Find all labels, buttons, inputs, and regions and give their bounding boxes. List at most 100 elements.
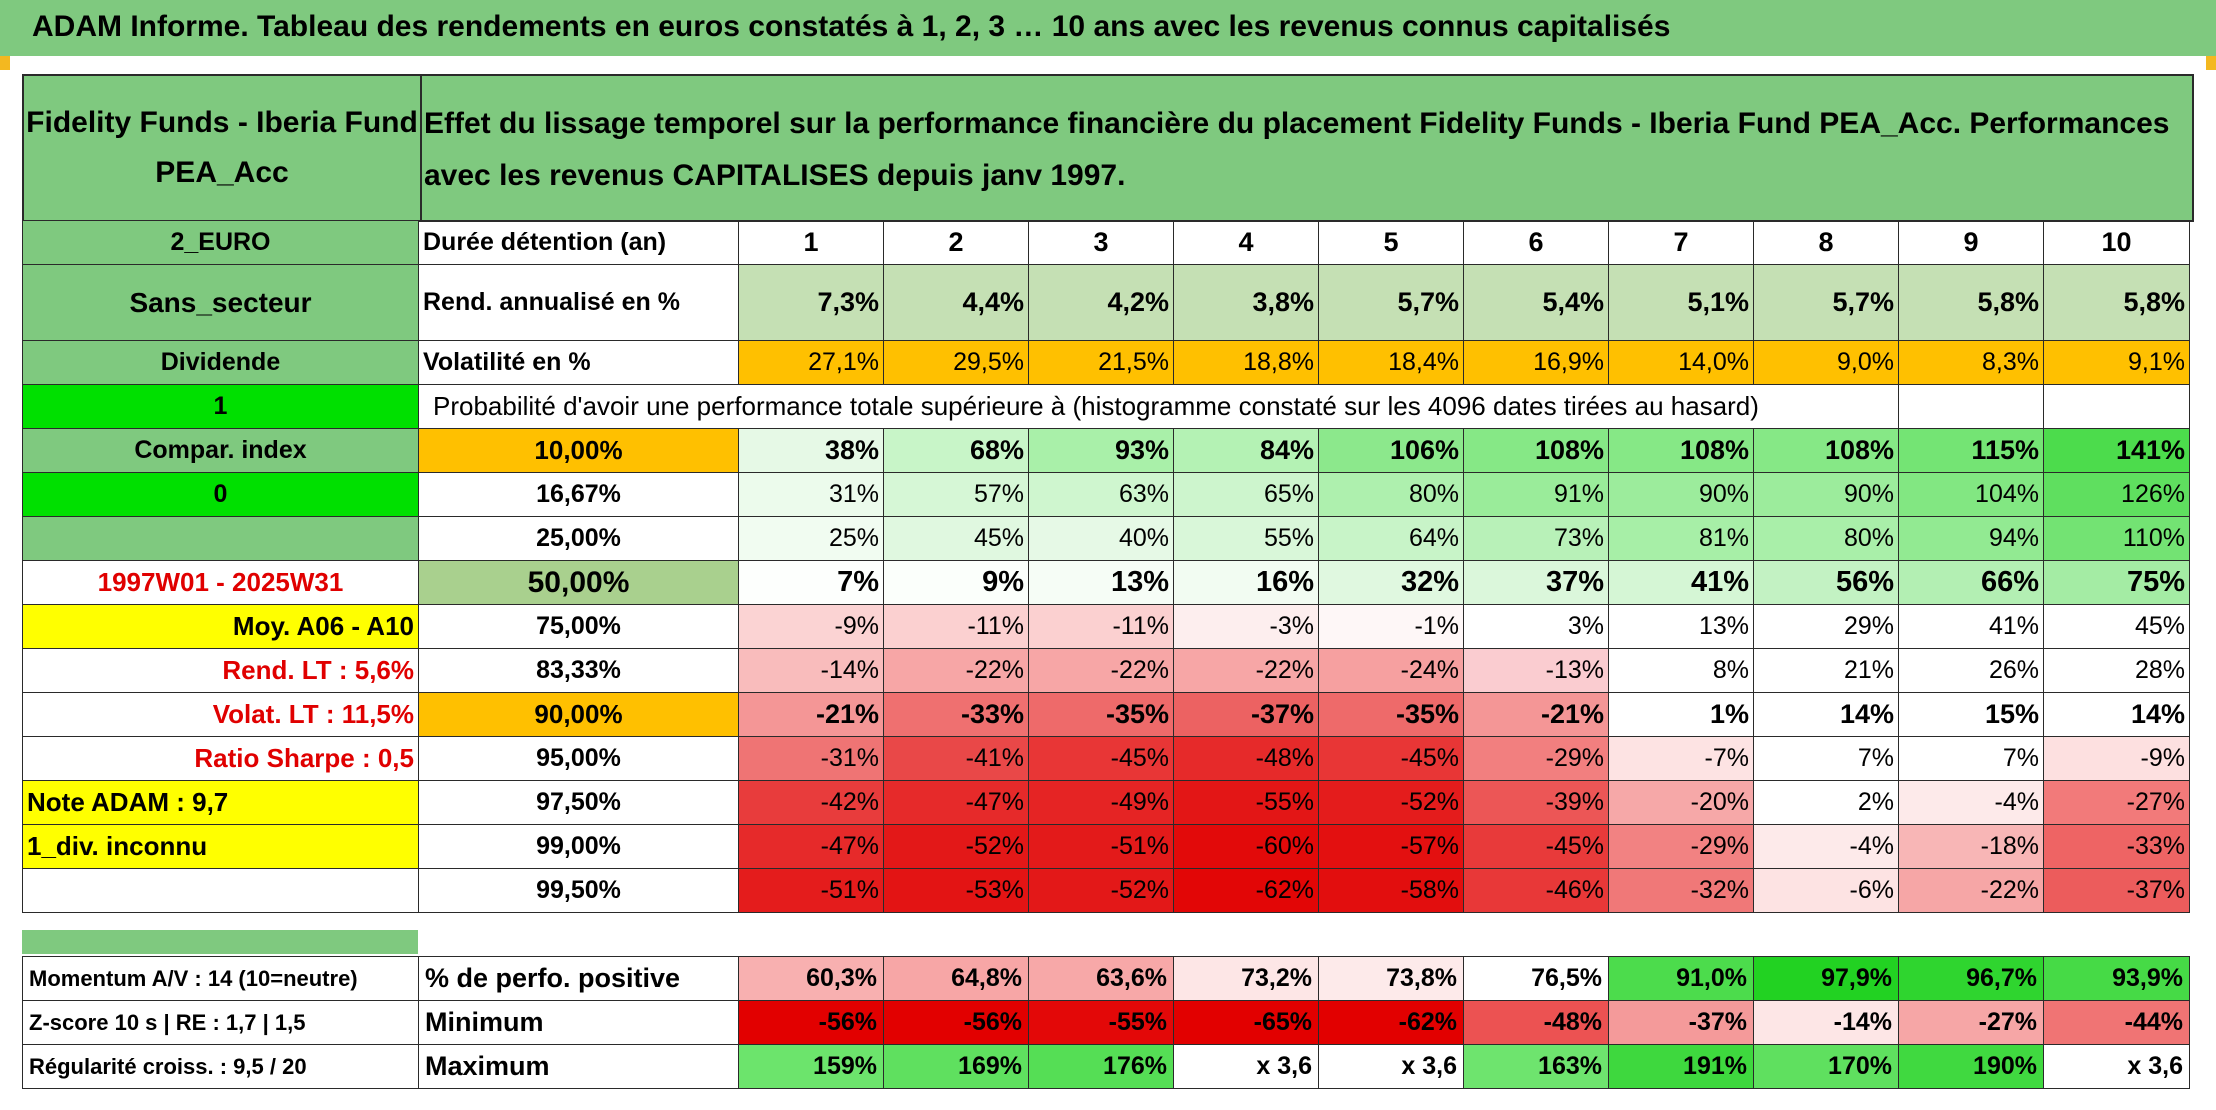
probability-row: Compar. index 10,00% 38% 68% 93% 84% 106% 108% 1… <box>22 428 2190 473</box>
summary-indicator-label: Z-score 10 s | RE : 1,7 | 1,5 <box>22 1000 419 1045</box>
probability-cell: -14% <box>738 648 884 693</box>
probability-cell: 115% <box>1898 428 2044 473</box>
probability-cell: -51% <box>738 868 884 913</box>
summary-cell: -27% <box>1898 1000 2044 1045</box>
volatility-label: Volatilité en % <box>418 340 739 385</box>
probability-cell: -32% <box>1608 868 1754 913</box>
probability-cell: -4% <box>1898 780 2044 825</box>
year-header: 4 <box>1173 220 1319 265</box>
probability-cell: 41% <box>1898 604 2044 649</box>
probability-cell: 45% <box>2043 604 2190 649</box>
probability-cell: 16% <box>1173 560 1319 605</box>
probability-cell: -21% <box>1463 692 1609 737</box>
probability-threshold: 75,00% <box>418 604 739 649</box>
summary-metric-label: % de perfo. positive <box>418 956 739 1001</box>
summary-cell: 191% <box>1608 1044 1754 1089</box>
probability-cell: -18% <box>1898 824 2044 869</box>
annual-return-cell: 5,7% <box>1318 264 1464 341</box>
summary-cell: 170% <box>1753 1044 1899 1089</box>
dividend-label: Dividende <box>22 340 419 385</box>
compar-index-label: Compar. index <box>22 428 419 473</box>
year-header: 2 <box>883 220 1029 265</box>
probability-cell: 66% <box>1898 560 2044 605</box>
volatility-cell: 9,0% <box>1753 340 1899 385</box>
probability-cell: 91% <box>1463 472 1609 517</box>
probability-threshold: 97,50% <box>418 780 739 825</box>
year-header: 8 <box>1753 220 1899 265</box>
probability-cell: 90% <box>1753 472 1899 517</box>
summary-cell: 159% <box>738 1044 884 1089</box>
summary-cell: 97,9% <box>1753 956 1899 1001</box>
returns-table: 2_EURO Durée détention (an) 1 2 3 4 5 6 7 8 9 10 San… <box>22 220 2190 913</box>
probability-cell: -51% <box>1028 824 1174 869</box>
probability-cell: 40% <box>1028 516 1174 561</box>
annual-return-cell: 5,7% <box>1753 264 1899 341</box>
summary-indicator-label: Momentum A/V : 14 (10=neutre) <box>22 956 419 1001</box>
probability-cell: -49% <box>1028 780 1174 825</box>
annual-return-cell: 5,4% <box>1463 264 1609 341</box>
summary-cell: -62% <box>1318 1000 1464 1045</box>
probability-row: Note ADAM : 9,7 97,50% -42% -47% -49% -55% -52… <box>22 780 2190 825</box>
probability-cell: -33% <box>883 692 1029 737</box>
probability-cell: -45% <box>1463 824 1609 869</box>
summary-row: Z-score 10 s | RE : 1,7 | 1,5 Minimum -56%… <box>22 1000 2190 1045</box>
volatility-cell: 18,8% <box>1173 340 1319 385</box>
probability-header: Probabilité d'avoir une performance tota… <box>418 384 1899 429</box>
probability-cell: 94% <box>1898 516 2044 561</box>
probability-row: Ratio Sharpe : 0,5 95,00% -31% -41% -45% -48%… <box>22 736 2190 781</box>
probability-cell: -42% <box>738 780 884 825</box>
probability-threshold: 10,00% <box>418 428 739 473</box>
probability-cell: 93% <box>1028 428 1174 473</box>
probability-cell: 55% <box>1173 516 1319 561</box>
probability-cell: -52% <box>883 824 1029 869</box>
probability-row: 1_div. inconnu 99,00% -47% -52% -51% -60% -57%… <box>22 824 2190 869</box>
probability-cell: -33% <box>2043 824 2190 869</box>
probability-cell: 7% <box>1898 736 2044 781</box>
probability-cell: 7% <box>738 560 884 605</box>
probability-cell: -60% <box>1173 824 1319 869</box>
summary-cell: -37% <box>1608 1000 1754 1045</box>
probability-cell: 31% <box>738 472 884 517</box>
summary-cell: 73,2% <box>1173 956 1319 1001</box>
summary-cell: x 3,6 <box>1318 1044 1464 1089</box>
summary-cell: 63,6% <box>1028 956 1174 1001</box>
probability-cell: 37% <box>1463 560 1609 605</box>
probability-row: 0 16,67% 31% 57% 63% 65% 80% 91% 90% 90% 104% 126% <box>22 472 2190 517</box>
probability-row: Rend. LT : 5,6% 83,33% -14% -22% -22% -22% -24… <box>22 648 2190 693</box>
probability-row: Volat. LT : 11,5% 90,00% -21% -33% -35% -37% -… <box>22 692 2190 737</box>
probability-cell: -20% <box>1608 780 1754 825</box>
flag-zero: 0 <box>22 472 419 517</box>
probability-cell: 75% <box>2043 560 2190 605</box>
probability-cell: 29% <box>1753 604 1899 649</box>
probability-row: 1997W01 - 2025W31 50,00% 7% 9% 13% 16% 32% 37% 4… <box>22 560 2190 605</box>
volatility-cell: 29,5% <box>883 340 1029 385</box>
summary-cell: -56% <box>738 1000 884 1045</box>
probability-cell: 45% <box>883 516 1029 561</box>
long-term-return: Rend. LT : 5,6% <box>22 648 419 693</box>
probability-cell: -6% <box>1753 868 1899 913</box>
probability-cell: -48% <box>1173 736 1319 781</box>
probability-cell: -55% <box>1173 780 1319 825</box>
probability-cell: 14% <box>2043 692 2190 737</box>
probability-cell: -4% <box>1753 824 1899 869</box>
probability-cell: 110% <box>2043 516 2190 561</box>
probability-cell: -13% <box>1463 648 1609 693</box>
probability-cell: -62% <box>1173 868 1319 913</box>
probability-cell: -11% <box>1028 604 1174 649</box>
dividend-note: 1_div. inconnu <box>22 824 419 869</box>
probability-cell: 26% <box>1898 648 2044 693</box>
probability-row: 25,00% 25% 45% 40% 55% 64% 73% 81% 80% 94% 110% <box>22 516 2190 561</box>
probability-cell: -29% <box>1608 824 1754 869</box>
summary-cell: -48% <box>1463 1000 1609 1045</box>
probability-threshold: 99,50% <box>418 868 739 913</box>
year-header: 3 <box>1028 220 1174 265</box>
summary-cell: 60,3% <box>738 956 884 1001</box>
empty-cell <box>1898 384 2044 429</box>
probability-cell: 64% <box>1318 516 1464 561</box>
probability-cell: -24% <box>1318 648 1464 693</box>
probability-cell: 7% <box>1753 736 1899 781</box>
report-header: Fidelity Funds - Iberia Fund PEA_Acc Eff… <box>22 74 2194 222</box>
volatility-cell: 21,5% <box>1028 340 1174 385</box>
probability-cell: 104% <box>1898 472 2044 517</box>
volatility-cell: 18,4% <box>1318 340 1464 385</box>
